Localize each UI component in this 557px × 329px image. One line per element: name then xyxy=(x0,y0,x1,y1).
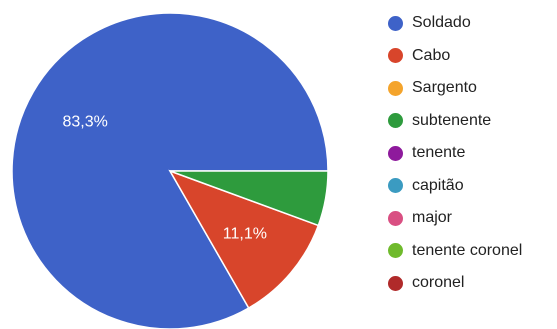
legend-swatch-tenente xyxy=(388,145,403,161)
legend-label-capitao: capitão xyxy=(412,176,464,194)
legend-swatch-soldado xyxy=(388,15,403,31)
legend-swatch-tenente-coronel xyxy=(388,243,403,259)
legend-item-major[interactable]: major xyxy=(388,202,522,235)
legend-item-tenente[interactable]: tenente xyxy=(388,137,522,170)
pie-label-soldado: 83,3% xyxy=(63,113,108,130)
legend-item-cabo[interactable]: Cabo xyxy=(388,40,522,73)
legend-item-sargento[interactable]: Sargento xyxy=(388,72,522,105)
legend-swatch-major xyxy=(388,210,403,226)
legend-item-tenente-coronel[interactable]: tenente coronel xyxy=(388,235,522,268)
legend-label-major: major xyxy=(412,209,453,227)
pie-slices xyxy=(11,12,329,329)
legend-label-tenente: tenente xyxy=(412,144,466,162)
legend-label-soldado: Soldado xyxy=(412,14,471,32)
pie-slice-subtenente xyxy=(169,170,329,227)
legend-swatch-capitao xyxy=(388,178,403,194)
legend-label-subtenente: subtenente xyxy=(412,111,492,129)
legend-swatch-cabo xyxy=(388,48,403,64)
legend-label-coronel: coronel xyxy=(412,274,465,292)
legend-label-sargento: Sargento xyxy=(412,79,477,97)
pie-slice-cabo xyxy=(168,169,320,310)
pie-label-cabo: 11,1% xyxy=(223,226,267,243)
legend-swatch-subtenente xyxy=(388,113,403,129)
pie-slice-labels: 83,3% 11,1% xyxy=(63,113,267,242)
legend-swatch-coronel xyxy=(388,275,403,291)
legend-label-tenente-coronel: tenente coronel xyxy=(412,241,523,259)
pie-slice-soldado xyxy=(11,12,329,329)
legend-label-cabo: Cabo xyxy=(412,46,451,64)
legend-item-subtenente[interactable]: subtenente xyxy=(388,105,522,138)
legend-item-soldado[interactable]: Soldado xyxy=(388,7,522,40)
legend-swatch-sargento xyxy=(388,80,403,96)
legend-item-coronel[interactable]: coronel xyxy=(388,267,522,300)
legend-item-capitao[interactable]: capitão xyxy=(388,170,522,203)
chart-legend: Soldado Cabo Sargento subtenente tenente capi… xyxy=(388,7,522,300)
pie-chart: 83,3% 11,1% xyxy=(11,12,329,329)
